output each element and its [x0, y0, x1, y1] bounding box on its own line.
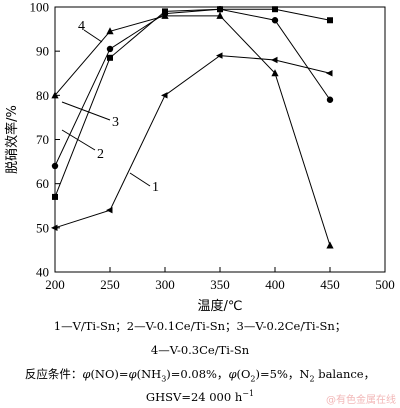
o2-expression: (O [236, 367, 251, 381]
y-tick-label-5: 90 [36, 44, 49, 59]
ghsv-exponent: −1 [242, 389, 255, 398]
o2-subscript: 2 [250, 374, 256, 384]
x-tick-label-1: 250 [100, 277, 120, 292]
series-1-point-3 [216, 52, 223, 59]
series-1-point-1 [106, 206, 113, 214]
series-3-point-1 [106, 45, 114, 53]
series-2-line [54, 8, 331, 198]
plot-area: 200 250 300 350 400 450 500 40 50 60 70 80 90 100 温度/℃… [4, 0, 395, 314]
series-4-point-0 [51, 91, 59, 99]
series-3-point-3 [216, 6, 224, 13]
o2-value: )=5%， [255, 367, 300, 381]
series-3-line [54, 8, 331, 167]
series-1-line [54, 55, 331, 229]
series-3-point-0 [51, 162, 59, 170]
callout-leader-3 [61, 101, 111, 121]
x-tick-label-4: 400 [265, 277, 285, 292]
phi-symbol-nh3: φ [128, 367, 137, 381]
series-1-point-2 [161, 92, 168, 99]
reaction-conditions: 反应条件：φ(NO)=φ(NH3)=0.08%，φ(O2)=5%，N2 bala… [0, 366, 400, 387]
callout-label-3: 3 [112, 115, 119, 130]
nh3-expression: (NH [136, 367, 162, 381]
series-4-point-5 [326, 241, 334, 249]
callout-leader-2 [61, 129, 96, 151]
series-1-point-0 [51, 224, 58, 232]
x-tick-label-5: 450 [320, 277, 340, 292]
series-3-point-5 [326, 96, 334, 103]
callout-leader-4 [83, 29, 103, 43]
y-tick-label-4: 80 [36, 88, 49, 103]
nh3-subscript: 3 [161, 374, 167, 384]
callout-label-4: 4 [78, 19, 85, 34]
series-1-point-4 [271, 56, 278, 64]
y-tick-label-1: 50 [36, 220, 49, 235]
x-tick-label-6: 500 [375, 277, 395, 292]
x-tick-label-3: 350 [210, 277, 230, 292]
y-axis-title: 脱硝效率/% [4, 105, 20, 174]
callout-label-2: 2 [97, 147, 104, 162]
n2-subscript: 2 [309, 374, 315, 384]
nh3-value: )=0.08%， [166, 367, 229, 381]
y-tick-label-3: 70 [36, 132, 49, 147]
series-2-point-4 [272, 6, 278, 13]
callout-label-1: 1 [152, 180, 159, 195]
y-tick-label-6: 100 [30, 0, 50, 15]
y-tick-label-0: 40 [36, 265, 49, 280]
series-4-line [54, 15, 331, 246]
gas-hourly-space-velocity: GHSV=24 000 h−1 [0, 386, 400, 405]
series-4-point-2 [161, 11, 169, 19]
phi-symbol-no: φ [82, 367, 91, 381]
n2-symbol: N [299, 367, 310, 381]
series-4-point-4 [271, 69, 279, 77]
series-2-point-0 [52, 193, 58, 200]
y-tick-label-2: 60 [36, 176, 49, 191]
n2-balance: balance， [314, 367, 376, 381]
series-2-point-1 [107, 54, 113, 61]
series-4-point-1 [106, 27, 114, 35]
series-4-point-3 [216, 11, 224, 19]
plot-frame [54, 6, 386, 273]
phi-symbol-o2: φ [228, 367, 237, 381]
series-2-point-5 [327, 17, 333, 24]
denox-efficiency-chart: 200 250 300 350 400 450 500 40 50 60 70 80 90 100 温度/℃… [4, 0, 395, 314]
conditions-prefix: 反应条件： [24, 367, 83, 381]
x-tick-label-0: 200 [45, 277, 65, 292]
series-3-point-4 [271, 17, 279, 24]
legend-line-2: 4—V-0.3Ce/Ti-Sn [150, 343, 250, 357]
callout-leader-1 [129, 172, 151, 187]
x-tick-label-2: 300 [155, 277, 175, 292]
ghsv-text: GHSV=24 000 h [145, 389, 243, 404]
series-1-point-5 [326, 70, 333, 77]
no-expression: (NO)= [90, 367, 129, 381]
x-axis-title: 温度/℃ [198, 298, 243, 314]
watermark: @有色金属在线 [326, 395, 396, 406]
legend-line-1: 1—V/Ti-Sn；2—V-0.1Ce/Ti-Sn；3—V-0.2Ce/Ti-S… [53, 319, 347, 333]
